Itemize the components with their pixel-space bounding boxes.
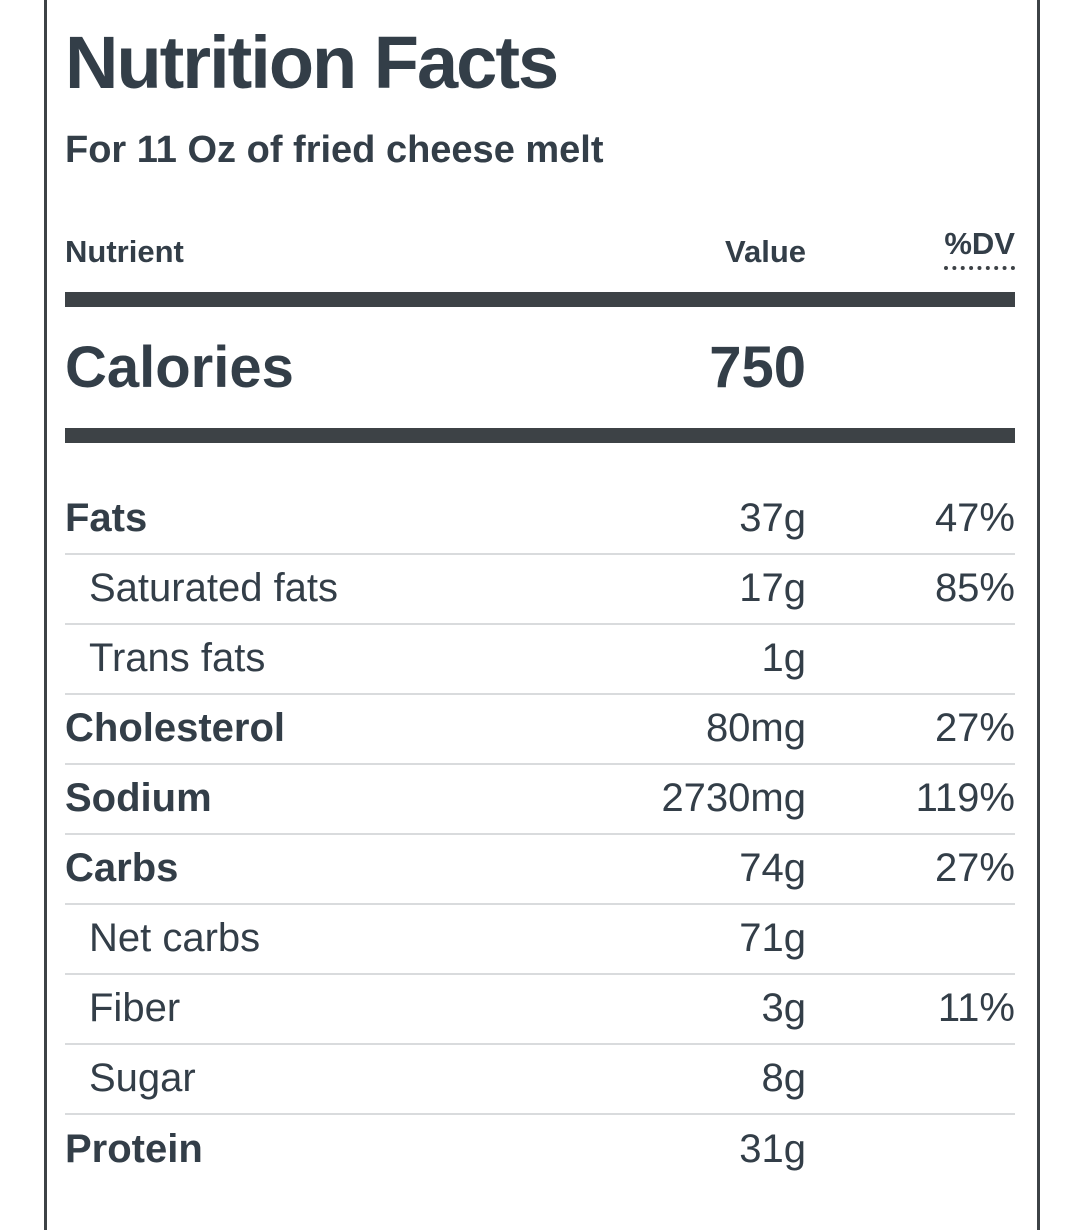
- row-dv: 11%: [937, 986, 1015, 1031]
- page-title: Nutrition Facts: [65, 21, 559, 104]
- nutrient-row-cholesterol: Cholesterol 80mg 27%: [65, 695, 1015, 765]
- column-header-value: Value: [725, 233, 806, 269]
- row-label: Fats: [65, 496, 148, 541]
- row-value: 2730mg: [661, 776, 806, 821]
- row-value: 17g: [739, 566, 806, 611]
- nutrient-row-fats: Fats 37g 47%: [65, 485, 1015, 555]
- row-value: 37g: [739, 496, 806, 541]
- row-label: Saturated fats: [89, 566, 339, 611]
- column-header-row: Nutrient Value %DV: [65, 226, 1015, 270]
- row-value: 80mg: [705, 706, 806, 751]
- row-label: Fiber: [89, 986, 181, 1031]
- nutrient-row-sodium: Sodium 2730mg 119%: [65, 765, 1015, 835]
- serving-subtitle: For 11 Oz of fried cheese melt: [65, 129, 604, 171]
- divider-bar-top: [65, 291, 1015, 307]
- row-label: Sugar: [89, 1056, 196, 1101]
- column-header-nutrient: Nutrient: [65, 233, 184, 269]
- nutrition-facts-card: Nutrition Facts For 11 Oz of fried chees…: [44, 0, 1040, 1230]
- dv-tooltip-trigger[interactable]: %DV: [944, 226, 1015, 270]
- nutrient-row-net-carbs: Net carbs 71g: [65, 905, 1015, 975]
- row-dv: 27%: [934, 706, 1015, 751]
- row-dv: 27%: [934, 846, 1015, 891]
- row-label: Trans fats: [89, 636, 266, 681]
- nutrient-row-sugar: Sugar 8g: [65, 1045, 1015, 1115]
- row-label: Carbs: [65, 846, 179, 891]
- calories-row: Calories 750: [65, 307, 1015, 428]
- nutrient-row-trans-fats: Trans fats 1g: [65, 625, 1015, 695]
- nutrient-table: Fats 37g 47% Saturated fats 17g 85% Tran…: [65, 485, 1015, 1185]
- row-label: Sodium: [65, 776, 212, 821]
- nutrient-row-saturated-fats: Saturated fats 17g 85%: [65, 555, 1015, 625]
- column-header-dv: %DV: [806, 226, 1015, 270]
- nutrient-row-carbs: Carbs 74g 27%: [65, 835, 1015, 905]
- row-value: 8g: [761, 1056, 807, 1101]
- row-value: 31g: [739, 1127, 806, 1172]
- nutrient-row-fiber: Fiber 3g 11%: [65, 975, 1015, 1045]
- calories-value: 750: [709, 334, 806, 400]
- row-label: Protein: [65, 1127, 203, 1172]
- row-value: 1g: [761, 636, 807, 681]
- row-value: 3g: [761, 986, 807, 1031]
- row-dv: 85%: [934, 566, 1015, 611]
- calories-label: Calories: [65, 334, 294, 400]
- nutrient-row-protein: Protein 31g: [65, 1115, 1015, 1185]
- row-dv: 119%: [915, 776, 1015, 821]
- row-label: Net carbs: [89, 916, 261, 961]
- row-label: Cholesterol: [65, 706, 286, 751]
- row-value: 74g: [739, 846, 806, 891]
- divider-bar-bottom: [65, 427, 1015, 443]
- row-value: 71g: [739, 916, 806, 961]
- row-dv: 47%: [934, 496, 1015, 541]
